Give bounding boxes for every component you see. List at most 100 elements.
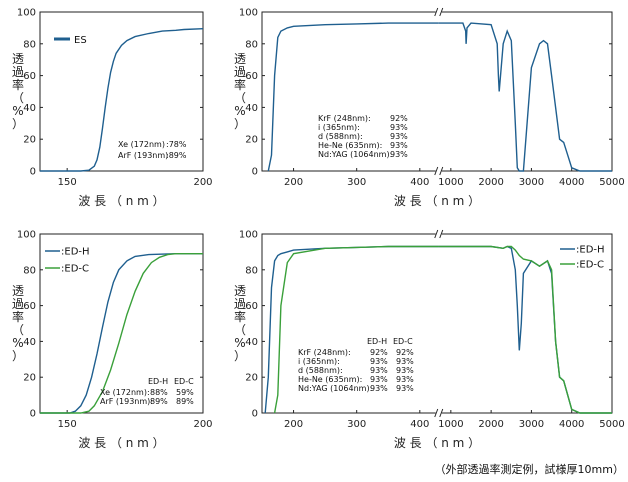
x-tick-label: 4000	[559, 177, 584, 188]
annotation-value: 93%	[390, 141, 408, 150]
axis-break-mark	[439, 229, 444, 239]
y-tick-label: 0	[30, 167, 36, 178]
y-tick-label: 60	[23, 71, 36, 82]
annotation-label: KrF (248nm):	[318, 114, 371, 123]
x-tick-label: 2000	[478, 419, 503, 430]
annotation-header: ED-C	[393, 337, 413, 346]
x-tick-label: 400	[410, 419, 429, 430]
y-axis-label-char: 透	[234, 284, 246, 298]
axis-break-gap	[435, 167, 442, 175]
x-tick-label: 5000	[599, 419, 624, 430]
y-axis-label-char: ）	[234, 349, 246, 363]
y-axis-label-char: 率	[234, 309, 246, 324]
axis-break-mark	[434, 229, 439, 239]
annotation-value: 59%	[176, 388, 194, 397]
annotation-label: KrF (248nm):	[298, 348, 351, 357]
plot-frame	[39, 11, 204, 172]
x-tick-label: 3000	[519, 419, 544, 430]
legend-label-ed-c: :ED-C	[61, 264, 89, 275]
x-tick-label: 400	[410, 177, 429, 188]
x-tick-label: 200	[284, 177, 303, 188]
y-tick-label: 80	[245, 265, 258, 276]
y-tick-label: 60	[23, 301, 36, 312]
y-axis-label-char: （	[12, 91, 24, 105]
y-axis-label-char: 透	[12, 284, 24, 298]
annotation-value: 93%	[370, 384, 388, 393]
annotation-value: 93%	[396, 357, 414, 366]
plot-frame	[39, 233, 204, 414]
y-axis-label-char: 率	[234, 77, 246, 92]
y-axis-label-char: 過	[12, 65, 24, 79]
axis-break-gap	[435, 230, 442, 238]
y-tick-label: 100	[17, 230, 36, 241]
x-tick-label: 1000	[438, 177, 463, 188]
annotation-value: 93%	[396, 384, 414, 393]
annotation-value: 92%	[390, 114, 408, 123]
x-tick-label: 200	[284, 419, 303, 430]
annotation-value: 93%	[390, 123, 408, 132]
x-tick-label: 300	[347, 419, 366, 430]
annotation-value: 89%	[150, 397, 168, 406]
annotation-value: 93%	[370, 366, 388, 375]
y-axis-label-char: 過	[234, 65, 246, 79]
axis-break-mark	[439, 7, 444, 17]
x-axis-label: 波 長 （ n m ）	[78, 436, 164, 450]
axis-break-mark	[439, 408, 444, 418]
plot-frame	[261, 11, 613, 172]
measurement-note: （外部透過率測定例，試様厚10mm）	[435, 462, 624, 476]
y-axis-label-char: （	[234, 323, 246, 337]
annotation-label: Xe (172nm):	[100, 388, 150, 397]
series-line-ed-c-short	[273, 245, 439, 414]
annotation-label: Xe (172nm)	[118, 140, 165, 149]
annotation-header: ED-C	[174, 377, 194, 386]
y-tick-label: 20	[23, 135, 36, 146]
annotation-value: 93%	[370, 375, 388, 384]
annotation-value: 93%	[396, 366, 414, 375]
annotation-value: 93%	[370, 357, 388, 366]
y-tick-label: 20	[245, 135, 258, 146]
y-axis-label-char: ）	[12, 117, 24, 131]
y-tick-label: 40	[23, 337, 36, 348]
x-axis-label: 波 長 （ n m ）	[78, 194, 164, 208]
y-axis-label-char: %	[12, 104, 23, 118]
annotation-value: 88%	[150, 388, 168, 397]
x-tick-label: 150	[58, 419, 77, 430]
annotation-value: 93%	[390, 150, 408, 159]
legend-label-ed-h: :ED-H	[61, 247, 90, 258]
x-tick-label: 300	[347, 177, 366, 188]
y-tick-label: 100	[17, 8, 36, 19]
y-axis-label-char: 過	[12, 297, 24, 311]
axis-break-mark	[434, 166, 439, 176]
x-axis-label: 波 長 （ n m ）	[394, 194, 480, 208]
y-tick-label: 40	[245, 103, 258, 114]
y-tick-label: 40	[245, 337, 258, 348]
y-tick-label: 80	[245, 39, 258, 50]
x-tick-label: 3000	[519, 177, 544, 188]
annotation-label: Nd:YAG (1064nm):	[298, 384, 372, 393]
y-tick-label: 20	[23, 373, 36, 384]
legend-label-es: ES	[74, 35, 87, 46]
y-tick-label: 0	[30, 409, 36, 420]
annotation-label: He-Ne (635nm):	[298, 375, 362, 384]
series-line-ed-c	[40, 253, 203, 414]
y-axis-label-char: %	[12, 336, 23, 350]
annotation-value: :89%	[166, 151, 187, 160]
annotation-label: d (588nm):	[318, 132, 363, 141]
y-axis-label-char: （	[234, 91, 246, 105]
y-axis-label-char: 透	[234, 52, 246, 66]
y-tick-label: 20	[245, 373, 258, 384]
y-axis-label-char: 透	[12, 52, 24, 66]
y-tick-label: 0	[252, 409, 258, 420]
annotation-value: :78%	[166, 140, 187, 149]
annotation-label: ArF (193nm):	[100, 397, 153, 406]
y-axis-label-char: （	[12, 323, 24, 337]
series-line-ed-c-long	[438, 245, 612, 414]
annotation-label: ArF (193nm)	[118, 151, 168, 160]
axis-break-mark	[439, 166, 444, 176]
axis-break-mark	[434, 7, 439, 17]
y-tick-label: 100	[239, 230, 258, 241]
y-tick-label: 60	[245, 71, 258, 82]
x-tick-label: 200	[193, 419, 212, 430]
x-tick-label: 2000	[478, 177, 503, 188]
